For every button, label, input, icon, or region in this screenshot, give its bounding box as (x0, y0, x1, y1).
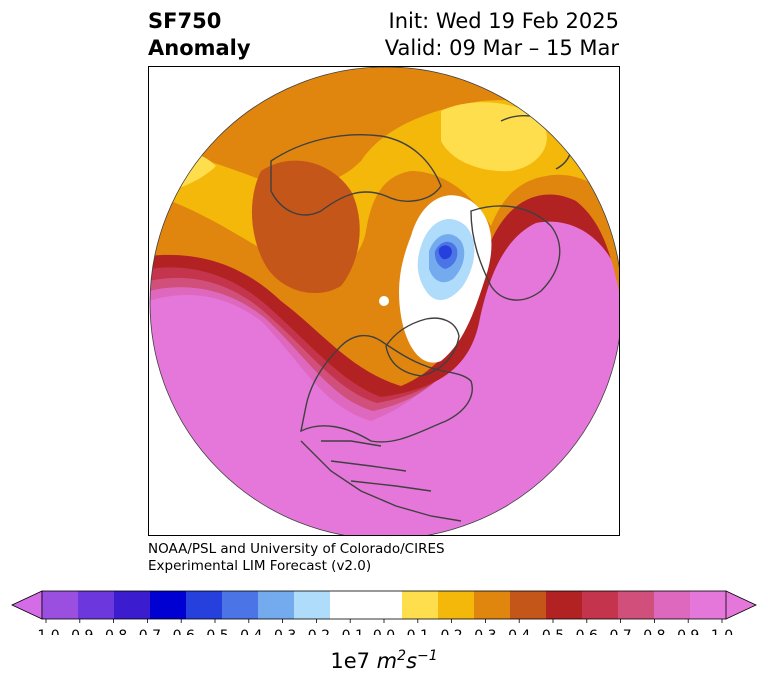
colorbar-cell (186, 591, 223, 619)
map-panel (148, 66, 620, 536)
colorbar-cell (78, 591, 115, 619)
colorbar-tick-label: -0.9 (66, 628, 93, 635)
colorbar-cell (582, 591, 619, 619)
colorbar: -1.0 -0.9 -0.8 -0.7 -0.6 -0.5 -0.4 -0.3 -0.2 -0.1… (11, 590, 757, 635)
colorbar-tick-label: -0.3 (269, 628, 296, 635)
colorbar-tick-label: 0.6 (576, 628, 598, 635)
colorbar-cell (222, 591, 259, 619)
colorbar-cell (546, 591, 583, 619)
valid-dates: Valid: 09 Mar – 15 Mar (384, 36, 619, 60)
colorbar-cell (654, 591, 691, 619)
title-type: Anomaly (148, 36, 251, 60)
units-s: s (406, 649, 418, 673)
colorbar-cell (474, 591, 511, 619)
colorbar-tick-label: -0.4 (235, 628, 262, 635)
colorbar-cell (114, 591, 151, 619)
colorbar-tick-label: -0.8 (100, 628, 127, 635)
colorbar-tick-label: -0.2 (303, 628, 330, 635)
colorbar-cell (366, 591, 403, 619)
colorbar-cell (330, 591, 367, 619)
colorbar-tick-label: 0.2 (440, 628, 462, 635)
colorbar-tick-label: 0.8 (643, 628, 665, 635)
colorbar-tick-label: -0.6 (168, 628, 195, 635)
colorbar-tick-label: -1.0 (32, 628, 59, 635)
colorbar-tick-label: 0.4 (508, 628, 530, 635)
colorbar-cell (402, 591, 439, 619)
colorbar-cell (510, 591, 547, 619)
colorbar-cell (690, 591, 727, 619)
colorbar-tick-label: -0.7 (134, 628, 161, 635)
credit-line-2: Experimental LIM Forecast (v2.0) (148, 558, 372, 574)
colorbar-tick-label: 0.1 (407, 628, 429, 635)
units-m: m (376, 649, 398, 673)
colorbar-cell (150, 591, 187, 619)
colorbar-tick-label: -0.5 (201, 628, 228, 635)
colorbar-cell (258, 591, 295, 619)
map-title: SF750 Anomaly (148, 8, 251, 62)
colorbar-cell (294, 591, 331, 619)
colorbar-tick-label: 1.0 (711, 628, 733, 635)
credit-text: NOAA/PSL and University of Colorado/CIRE… (148, 541, 445, 575)
colorbar-tick-label: 0.7 (609, 628, 631, 635)
colorbar-under-arrow (11, 590, 43, 620)
colorbar-cell (618, 591, 655, 619)
colorbar-over-arrow (725, 590, 757, 620)
units-s-exp: −1 (417, 648, 438, 664)
coastlines (270, 115, 572, 522)
polar-map (149, 67, 619, 535)
colorbar-tick-label: 0.9 (677, 628, 699, 635)
init-date: Init: Wed 19 Feb 2025 (388, 9, 619, 33)
colorbar-cell (42, 591, 79, 619)
colorbar-tick-label: 0.5 (542, 628, 564, 635)
colorbar-tick-label: 0.0 (373, 628, 395, 635)
units-m-exp: 2 (397, 648, 407, 664)
units-base: 1e7 (330, 649, 370, 673)
colorbar-tick-label: 0.3 (474, 628, 496, 635)
colorbar-units: 1e7 m2s−1 (0, 648, 768, 673)
forecast-dates: Init: Wed 19 Feb 2025 Valid: 09 Mar – 15… (385, 8, 619, 62)
credit-line-1: NOAA/PSL and University of Colorado/CIRE… (148, 541, 445, 557)
title-variable: SF750 (148, 9, 222, 33)
colorbar-tick-label: -0.1 (337, 628, 364, 635)
colorbar-cell (438, 591, 475, 619)
